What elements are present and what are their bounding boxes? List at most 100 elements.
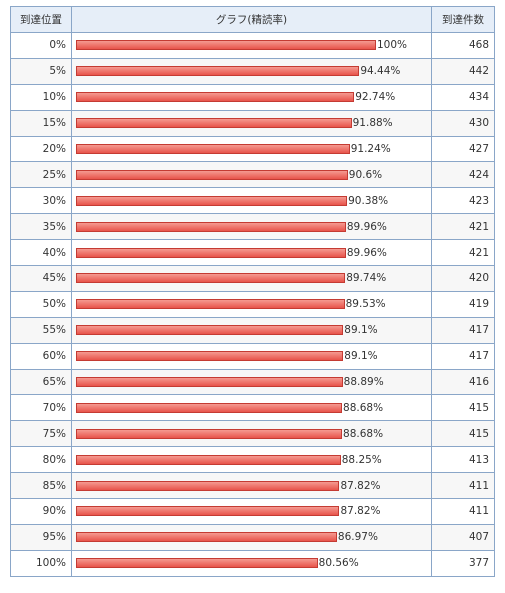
count-cell: 430	[431, 109, 495, 137]
bar-label: 88.68%	[343, 401, 384, 414]
bar-cell: 86.97%	[71, 523, 432, 551]
count-cell: 377	[431, 549, 495, 577]
position-cell: 25%	[10, 161, 72, 189]
count-cell: 442	[431, 57, 495, 85]
count-cell: 407	[431, 523, 495, 551]
position-cell: 40%	[10, 239, 72, 267]
bar	[76, 92, 355, 103]
table-body: 0% 100% 468 5% 94.44% 442 10% 92.74% 434 15% 91.88…	[10, 32, 495, 577]
bar-label: 89.96%	[346, 220, 387, 233]
position-cell: 20%	[10, 135, 72, 163]
position-cell: 0%	[10, 32, 72, 59]
bar-label: 89.53%	[345, 298, 386, 311]
bar-label: 94.44%	[360, 65, 401, 78]
bar-cell: 87.82%	[71, 498, 432, 525]
bar	[76, 169, 348, 180]
table-row: 10% 92.74% 434	[10, 83, 495, 111]
table-row: 55% 89.1% 417	[10, 316, 495, 344]
table-row: 20% 91.24% 427	[10, 135, 495, 163]
bar-cell: 88.68%	[71, 420, 432, 448]
bar	[76, 247, 346, 258]
bar-cell: 94.44%	[71, 57, 432, 85]
table-row: 30% 90.38% 423	[10, 187, 495, 215]
bar-label: 92.74%	[355, 91, 396, 104]
position-cell: 100%	[10, 549, 72, 577]
table-row: 15% 91.88% 430	[10, 109, 495, 137]
bar	[76, 221, 346, 232]
table-row: 5% 94.44% 442	[10, 57, 495, 85]
bar-cell: 90.38%	[71, 187, 432, 215]
bar-cell: 92.74%	[71, 83, 432, 111]
position-cell: 55%	[10, 316, 72, 344]
header-position: 到達位置	[10, 6, 72, 33]
position-cell: 50%	[10, 290, 72, 318]
count-cell: 411	[431, 498, 495, 525]
count-cell: 420	[431, 265, 495, 292]
header-row: 到達位置 グラフ(精読率) 到達件数	[10, 6, 495, 33]
bar	[76, 325, 344, 336]
count-cell: 419	[431, 290, 495, 318]
bar	[76, 402, 343, 413]
bar-cell: 89.1%	[71, 316, 432, 344]
data-table: 到達位置 グラフ(精読率) 到達件数 0% 100% 468 5% 94.44% 442 1…	[10, 6, 495, 577]
bar	[76, 40, 376, 51]
bar-cell: 89.96%	[71, 213, 432, 241]
bar	[76, 299, 345, 310]
table-row: 25% 90.6% 424	[10, 161, 495, 189]
position-cell: 5%	[10, 57, 72, 85]
bar-cell: 89.74%	[71, 265, 432, 292]
bar-label: 89.1%	[344, 324, 378, 337]
bar-cell: 91.24%	[71, 135, 432, 163]
position-cell: 90%	[10, 498, 72, 525]
bar-label: 80.56%	[318, 557, 359, 570]
bar-label: 88.68%	[343, 427, 384, 440]
bar-label: 87.82%	[340, 479, 381, 492]
count-cell: 417	[431, 342, 495, 370]
bar-cell: 100%	[71, 32, 432, 59]
table-row: 50% 89.53% 419	[10, 290, 495, 318]
bar-label: 91.88%	[352, 117, 393, 130]
position-cell: 70%	[10, 394, 72, 422]
count-cell: 415	[431, 394, 495, 422]
bar	[76, 144, 350, 154]
position-cell: 60%	[10, 342, 72, 370]
count-cell: 468	[431, 32, 495, 59]
position-cell: 35%	[10, 213, 72, 241]
bar-label: 89.96%	[346, 246, 387, 259]
position-cell: 65%	[10, 368, 72, 396]
bar-label: 91.24%	[350, 143, 391, 155]
table-row: 60% 89.1% 417	[10, 342, 495, 370]
position-cell: 10%	[10, 83, 72, 111]
table-row: 65% 88.89% 416	[10, 368, 495, 396]
bar	[76, 428, 343, 439]
count-cell: 434	[431, 83, 495, 111]
bar-cell: 80.56%	[71, 549, 432, 577]
bar	[76, 377, 343, 388]
position-cell: 80%	[10, 446, 72, 474]
position-cell: 95%	[10, 523, 72, 551]
bar-cell: 89.96%	[71, 239, 432, 267]
table-row: 0% 100% 468	[10, 32, 495, 59]
count-cell: 424	[431, 161, 495, 189]
bar	[76, 558, 318, 569]
bar	[76, 118, 352, 129]
count-cell: 411	[431, 472, 495, 500]
table-row: 90% 87.82% 411	[10, 498, 495, 525]
table-row: 75% 88.68% 415	[10, 420, 495, 448]
count-cell: 417	[431, 316, 495, 344]
bar-label: 88.25%	[341, 453, 382, 466]
bar	[76, 351, 344, 362]
bar-cell: 89.53%	[71, 290, 432, 318]
count-cell: 423	[431, 187, 495, 215]
bar-cell: 88.68%	[71, 394, 432, 422]
bar-label: 100%	[377, 39, 408, 52]
header-count: 到達件数	[431, 6, 495, 33]
position-cell: 15%	[10, 109, 72, 137]
bar-cell: 89.1%	[71, 342, 432, 370]
position-cell: 85%	[10, 472, 72, 500]
bar-cell: 88.25%	[71, 446, 432, 474]
table-row: 45% 89.74% 420	[10, 265, 495, 292]
count-cell: 413	[431, 446, 495, 474]
bar-cell: 90.6%	[71, 161, 432, 189]
table-row: 85% 87.82% 411	[10, 472, 495, 500]
